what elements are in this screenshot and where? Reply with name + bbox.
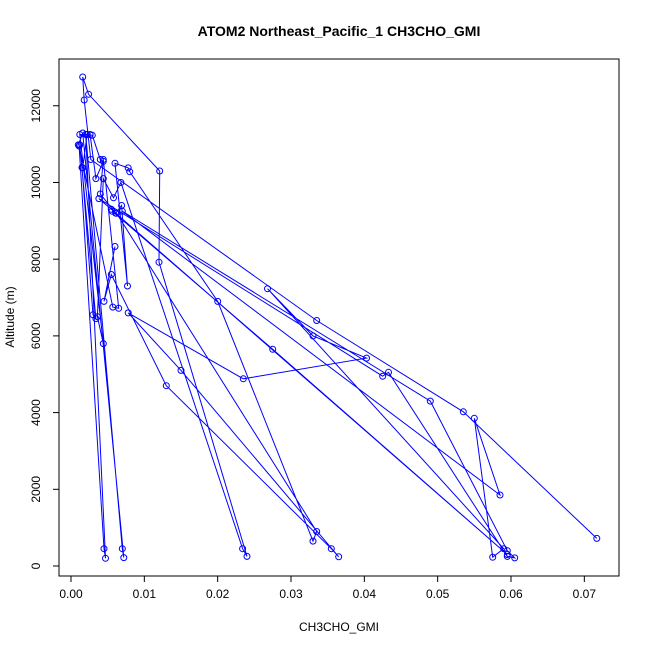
x-axis-label: CH3CHO_GMI — [299, 620, 379, 634]
y-tick-label: 10000 — [29, 165, 43, 199]
data-point — [124, 282, 131, 290]
y-tick-label: 4000 — [29, 399, 43, 426]
y-tick-label: 2000 — [29, 476, 43, 503]
y-tick-label: 12000 — [29, 89, 43, 123]
data-point — [426, 397, 434, 405]
data-point — [117, 179, 125, 186]
y-axis-label: Altitude (m) — [3, 286, 17, 347]
data-point — [75, 142, 83, 150]
data-point — [214, 297, 222, 305]
data-point — [85, 90, 93, 98]
data-point — [92, 315, 100, 323]
data-point — [239, 375, 247, 383]
x-tick-label: 0.00 — [59, 587, 83, 601]
data-point — [335, 553, 343, 561]
y-tick-label: 6000 — [29, 322, 43, 349]
x-tick-label: 0.07 — [573, 587, 597, 601]
data-point — [79, 73, 87, 81]
data-point — [156, 167, 164, 175]
data-point — [593, 534, 601, 542]
data-point — [470, 414, 478, 422]
data-point — [99, 175, 107, 183]
data-point — [92, 175, 100, 183]
data-point — [385, 368, 392, 376]
data-point — [107, 205, 115, 213]
y-tick-label: 8000 — [29, 246, 43, 273]
data-point — [107, 271, 115, 278]
data-point — [99, 340, 107, 348]
data-point — [264, 285, 271, 293]
data-point — [111, 159, 119, 167]
data-point — [155, 258, 163, 266]
x-tick-label: 0.03 — [279, 587, 303, 601]
data-point — [96, 190, 104, 198]
data-point — [74, 141, 82, 149]
data-point — [80, 96, 88, 104]
data-point — [99, 156, 107, 163]
data-point — [124, 309, 132, 317]
data-point — [100, 297, 108, 305]
x-axis: 0.00 0.01 0.02 0.03 0.04 0.05 0.06 0.07 — [59, 576, 596, 601]
data-point — [86, 131, 94, 138]
data-point — [379, 372, 387, 380]
data-point — [327, 545, 335, 553]
data-point — [503, 547, 511, 555]
plot-frame — [58, 58, 620, 577]
data-point — [118, 207, 126, 215]
x-tick-label: 0.05 — [426, 587, 450, 601]
data-point — [78, 164, 86, 171]
data-point — [99, 157, 107, 165]
data-point — [459, 408, 467, 416]
data-point — [313, 528, 321, 535]
data-point — [82, 131, 90, 138]
data-point — [162, 382, 170, 390]
data-point — [95, 195, 103, 203]
data-point — [309, 537, 317, 545]
data-point — [500, 545, 508, 553]
data-point — [115, 304, 123, 312]
data-point — [120, 554, 128, 562]
y-axis: 0 2000 4000 6000 8000 10000 12000 — [29, 89, 59, 569]
data-point — [239, 545, 247, 553]
data-point — [269, 345, 277, 353]
data-point — [87, 156, 95, 163]
data-point — [496, 491, 504, 499]
data-point — [110, 194, 117, 202]
y-tick-label: 0 — [29, 562, 43, 569]
data-point — [100, 545, 108, 553]
data-point — [363, 354, 370, 362]
data-point — [124, 164, 132, 172]
series-layer — [74, 73, 601, 562]
data-point — [503, 551, 511, 558]
data-point — [118, 545, 126, 553]
x-tick-label: 0.02 — [206, 587, 230, 601]
data-point — [102, 554, 109, 562]
chart-title: ATOM2 Northeast_Pacific_1 CH3CHO_GMI — [198, 23, 481, 39]
data-point — [243, 552, 251, 560]
data-point — [177, 366, 185, 374]
data-point — [93, 313, 101, 321]
data-point — [511, 554, 519, 562]
x-tick-label: 0.04 — [353, 587, 377, 601]
data-point — [126, 168, 134, 176]
x-tick-label: 0.01 — [133, 587, 157, 601]
series-line — [77, 76, 598, 559]
data-point — [489, 553, 497, 561]
data-point — [313, 317, 321, 324]
data-point — [309, 332, 317, 340]
data-point — [111, 243, 119, 250]
x-tick-label: 0.06 — [499, 587, 523, 601]
